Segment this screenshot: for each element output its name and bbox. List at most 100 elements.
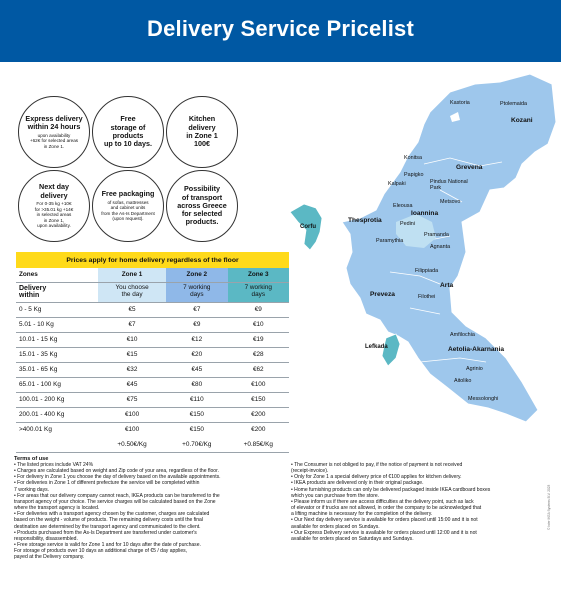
badge-detail: upon availability +62€ for selected area… bbox=[29, 132, 79, 149]
zone-1-price: €32 bbox=[98, 362, 167, 378]
table-row: 5.01 - 10 Kg €7 €9 €10 bbox=[16, 317, 289, 333]
zone-3-per-kg: +0.85€/Kg bbox=[227, 437, 289, 453]
terms-item: • For areas that our delivery company ca… bbox=[14, 492, 220, 512]
map-label-konitsa: Konitsa bbox=[404, 155, 422, 161]
badge-heading: Free storage of products up to 10 days. bbox=[104, 114, 152, 149]
terms-item: • Our Next day delivery service is avail… bbox=[291, 517, 478, 530]
zone-1-price: €5 bbox=[98, 302, 167, 318]
per-kg-row: +0.50€/Kg +0.70€/Kg +0.85€/Kg bbox=[16, 437, 289, 453]
zone-3-price: €150 bbox=[227, 392, 289, 408]
table-row: 65.01 - 100 Kg €45 €80 €100 bbox=[16, 377, 289, 393]
table-row: 10.01 - 15 Kg €10 €12 €19 bbox=[16, 332, 289, 348]
badge-heading: Express delivery within 24 hours bbox=[25, 113, 83, 132]
delivery-within-label: Delivery within bbox=[16, 282, 98, 303]
weight-cell: 15.01 - 35 Kg bbox=[16, 347, 98, 363]
terms-right-column: • The Consumer is not obliged to pay, if… bbox=[291, 462, 546, 542]
express-delivery-badge: Express delivery within 24 hours upon av… bbox=[18, 96, 90, 168]
badge-detail: of sofas, mattresses and cabinet units f… bbox=[101, 199, 155, 222]
map-label-filippiada: Filippiada bbox=[415, 268, 439, 274]
zone-1-price: €100 bbox=[124, 426, 140, 434]
corfu-island bbox=[289, 203, 323, 251]
copyright-note: © Inter IKEA Systems B.V. 2023 bbox=[547, 484, 551, 530]
map-label-kastoria: Kastoria bbox=[450, 100, 470, 106]
delivery-zone-map: Kastoria Ptolemaida Kozani Grevena Konit… bbox=[289, 62, 561, 450]
map-label-eleousa: Eleousa bbox=[393, 203, 413, 209]
map-label-thesprotia: Thesprotia bbox=[348, 217, 382, 224]
page-title: Delivery Service Pricelist bbox=[147, 16, 414, 41]
zone-2-price: €150 bbox=[189, 426, 204, 434]
zone-3-price: €200 bbox=[251, 426, 266, 434]
weight-cell: 100.01 - 200 Kg bbox=[16, 392, 98, 408]
weight-cell: 0 - 5 Kg bbox=[16, 302, 98, 318]
zone-2-price: €45 bbox=[166, 362, 228, 378]
delivery-within-row: Delivery within You choose the day 7 wor… bbox=[16, 282, 289, 303]
map-label-paramythia: Paramythia bbox=[376, 238, 404, 244]
page-header: Delivery Service Pricelist bbox=[0, 0, 561, 62]
next-day-delivery-badge: Next day delivery For 0-35 kg +10€ for >… bbox=[18, 170, 90, 242]
free-packaging-badge: Free packaging of sofas, mattresses and … bbox=[92, 170, 164, 242]
terms-item: • The Consumer is not obliged to pay, if… bbox=[291, 462, 463, 475]
table-banner: Prices apply for home delivery regardles… bbox=[16, 252, 289, 268]
weight-cell: >400.01 Kg bbox=[19, 426, 52, 434]
table-row: 0 - 5 Kg €5 €7 €9 bbox=[16, 302, 289, 318]
badge-detail: For 0-35 kg +10€ for >35.01 kg +14€ in s… bbox=[34, 201, 74, 229]
terms-item: • Products purchased from the As-Is Depa… bbox=[14, 529, 197, 542]
zone-2-price: €110 bbox=[166, 392, 228, 408]
map-label-agrinio: Agrinio bbox=[466, 366, 483, 372]
terms-item: • IKEA products are delivered only in th… bbox=[291, 480, 424, 487]
zone-3-price: €200 bbox=[227, 407, 289, 423]
weight-cell: 5.01 - 10 Kg bbox=[16, 317, 98, 333]
zone-3-price: €100 bbox=[227, 377, 289, 393]
zone-1-price: €15 bbox=[98, 347, 167, 363]
badge-heading: Next day delivery bbox=[39, 182, 69, 200]
zone-3-price: €28 bbox=[227, 347, 289, 363]
table-row: 35.01 - 65 Kg €32 €45 €62 bbox=[16, 362, 289, 378]
terms-item: • Our Express Delivery service is availa… bbox=[291, 529, 477, 542]
map-label-preveza: Preveza bbox=[370, 291, 395, 298]
zone-3-price: €62 bbox=[227, 362, 289, 378]
zone-2-price: €12 bbox=[166, 332, 228, 348]
lake-shape bbox=[450, 112, 460, 122]
table-row: 200.01 - 400 Kg €100 €150 €200 bbox=[16, 407, 289, 423]
badge-heading: Possibility of transport across Greece f… bbox=[177, 184, 227, 227]
map-label-grevena: Grevena bbox=[456, 164, 483, 171]
zone-1-price: €75 bbox=[98, 392, 167, 408]
map-label-papigko: Papigko bbox=[404, 172, 424, 178]
map-label-pedini: Pedini bbox=[400, 221, 415, 227]
map-label-filothei: Filothei bbox=[418, 294, 436, 300]
map-graphic bbox=[289, 73, 557, 423]
terms-item: • Please inform us if there are access d… bbox=[291, 498, 482, 518]
ioannina-highlight bbox=[396, 214, 436, 248]
map-label-pindus: Pindus National Park bbox=[430, 179, 468, 192]
free-storage-badge: Free storage of products up to 10 days. bbox=[92, 96, 164, 168]
zone-1-price: €45 bbox=[98, 377, 167, 393]
zone-2-price: €9 bbox=[166, 317, 228, 333]
zone-2-price: €7 bbox=[166, 302, 228, 318]
map-label-agnanta: Agnanta bbox=[430, 244, 451, 250]
terms-item: • Only for Zone 1 a special delivery pri… bbox=[291, 474, 462, 481]
map-label-pramanda: Pramanda bbox=[424, 232, 449, 238]
zones-header-row: Zones Zone 1 Zone 2 Zone 3 bbox=[16, 268, 289, 283]
table-row: 100.01 - 200 Kg €75 €110 €150 bbox=[16, 392, 289, 408]
map-label-amfilochia: Amfilochia bbox=[450, 332, 475, 338]
terms-item: • For deliveries with a transport agency… bbox=[14, 511, 210, 530]
map-label-aetolia: Aetolia-Akarnania bbox=[448, 346, 505, 353]
map-label-corfu: Corfu bbox=[300, 224, 316, 230]
zone-1-price: €10 bbox=[98, 332, 167, 348]
terms-item: • For delivery in Zone 1 you choose the … bbox=[14, 474, 221, 481]
map-label-ptolemaida: Ptolemaida bbox=[500, 101, 527, 107]
map-label-kozani: Kozani bbox=[511, 117, 533, 124]
map-label-lefkada: Lefkada bbox=[365, 344, 388, 350]
map-label-ioannina: Ioannina bbox=[411, 210, 439, 217]
weight-cell: 65.01 - 100 Kg bbox=[16, 377, 98, 393]
terms-item: • Home furnishing products can only be d… bbox=[291, 486, 491, 499]
map-label-metsovo: Metsovo bbox=[440, 199, 461, 205]
zone-2-header: Zone 2 bbox=[166, 268, 228, 283]
transport-greece-badge: Possibility of transport across Greece f… bbox=[166, 170, 238, 242]
zone-3-header: Zone 3 bbox=[227, 268, 289, 283]
zone-2-price: €80 bbox=[166, 377, 228, 393]
zone-2-per-kg: +0.70€/Kg bbox=[166, 437, 228, 453]
map-label-aitoliko: Aitoliko bbox=[454, 378, 472, 384]
zone-1-delivery: You choose the day bbox=[98, 282, 167, 303]
terms-title: Terms of use bbox=[14, 456, 49, 462]
